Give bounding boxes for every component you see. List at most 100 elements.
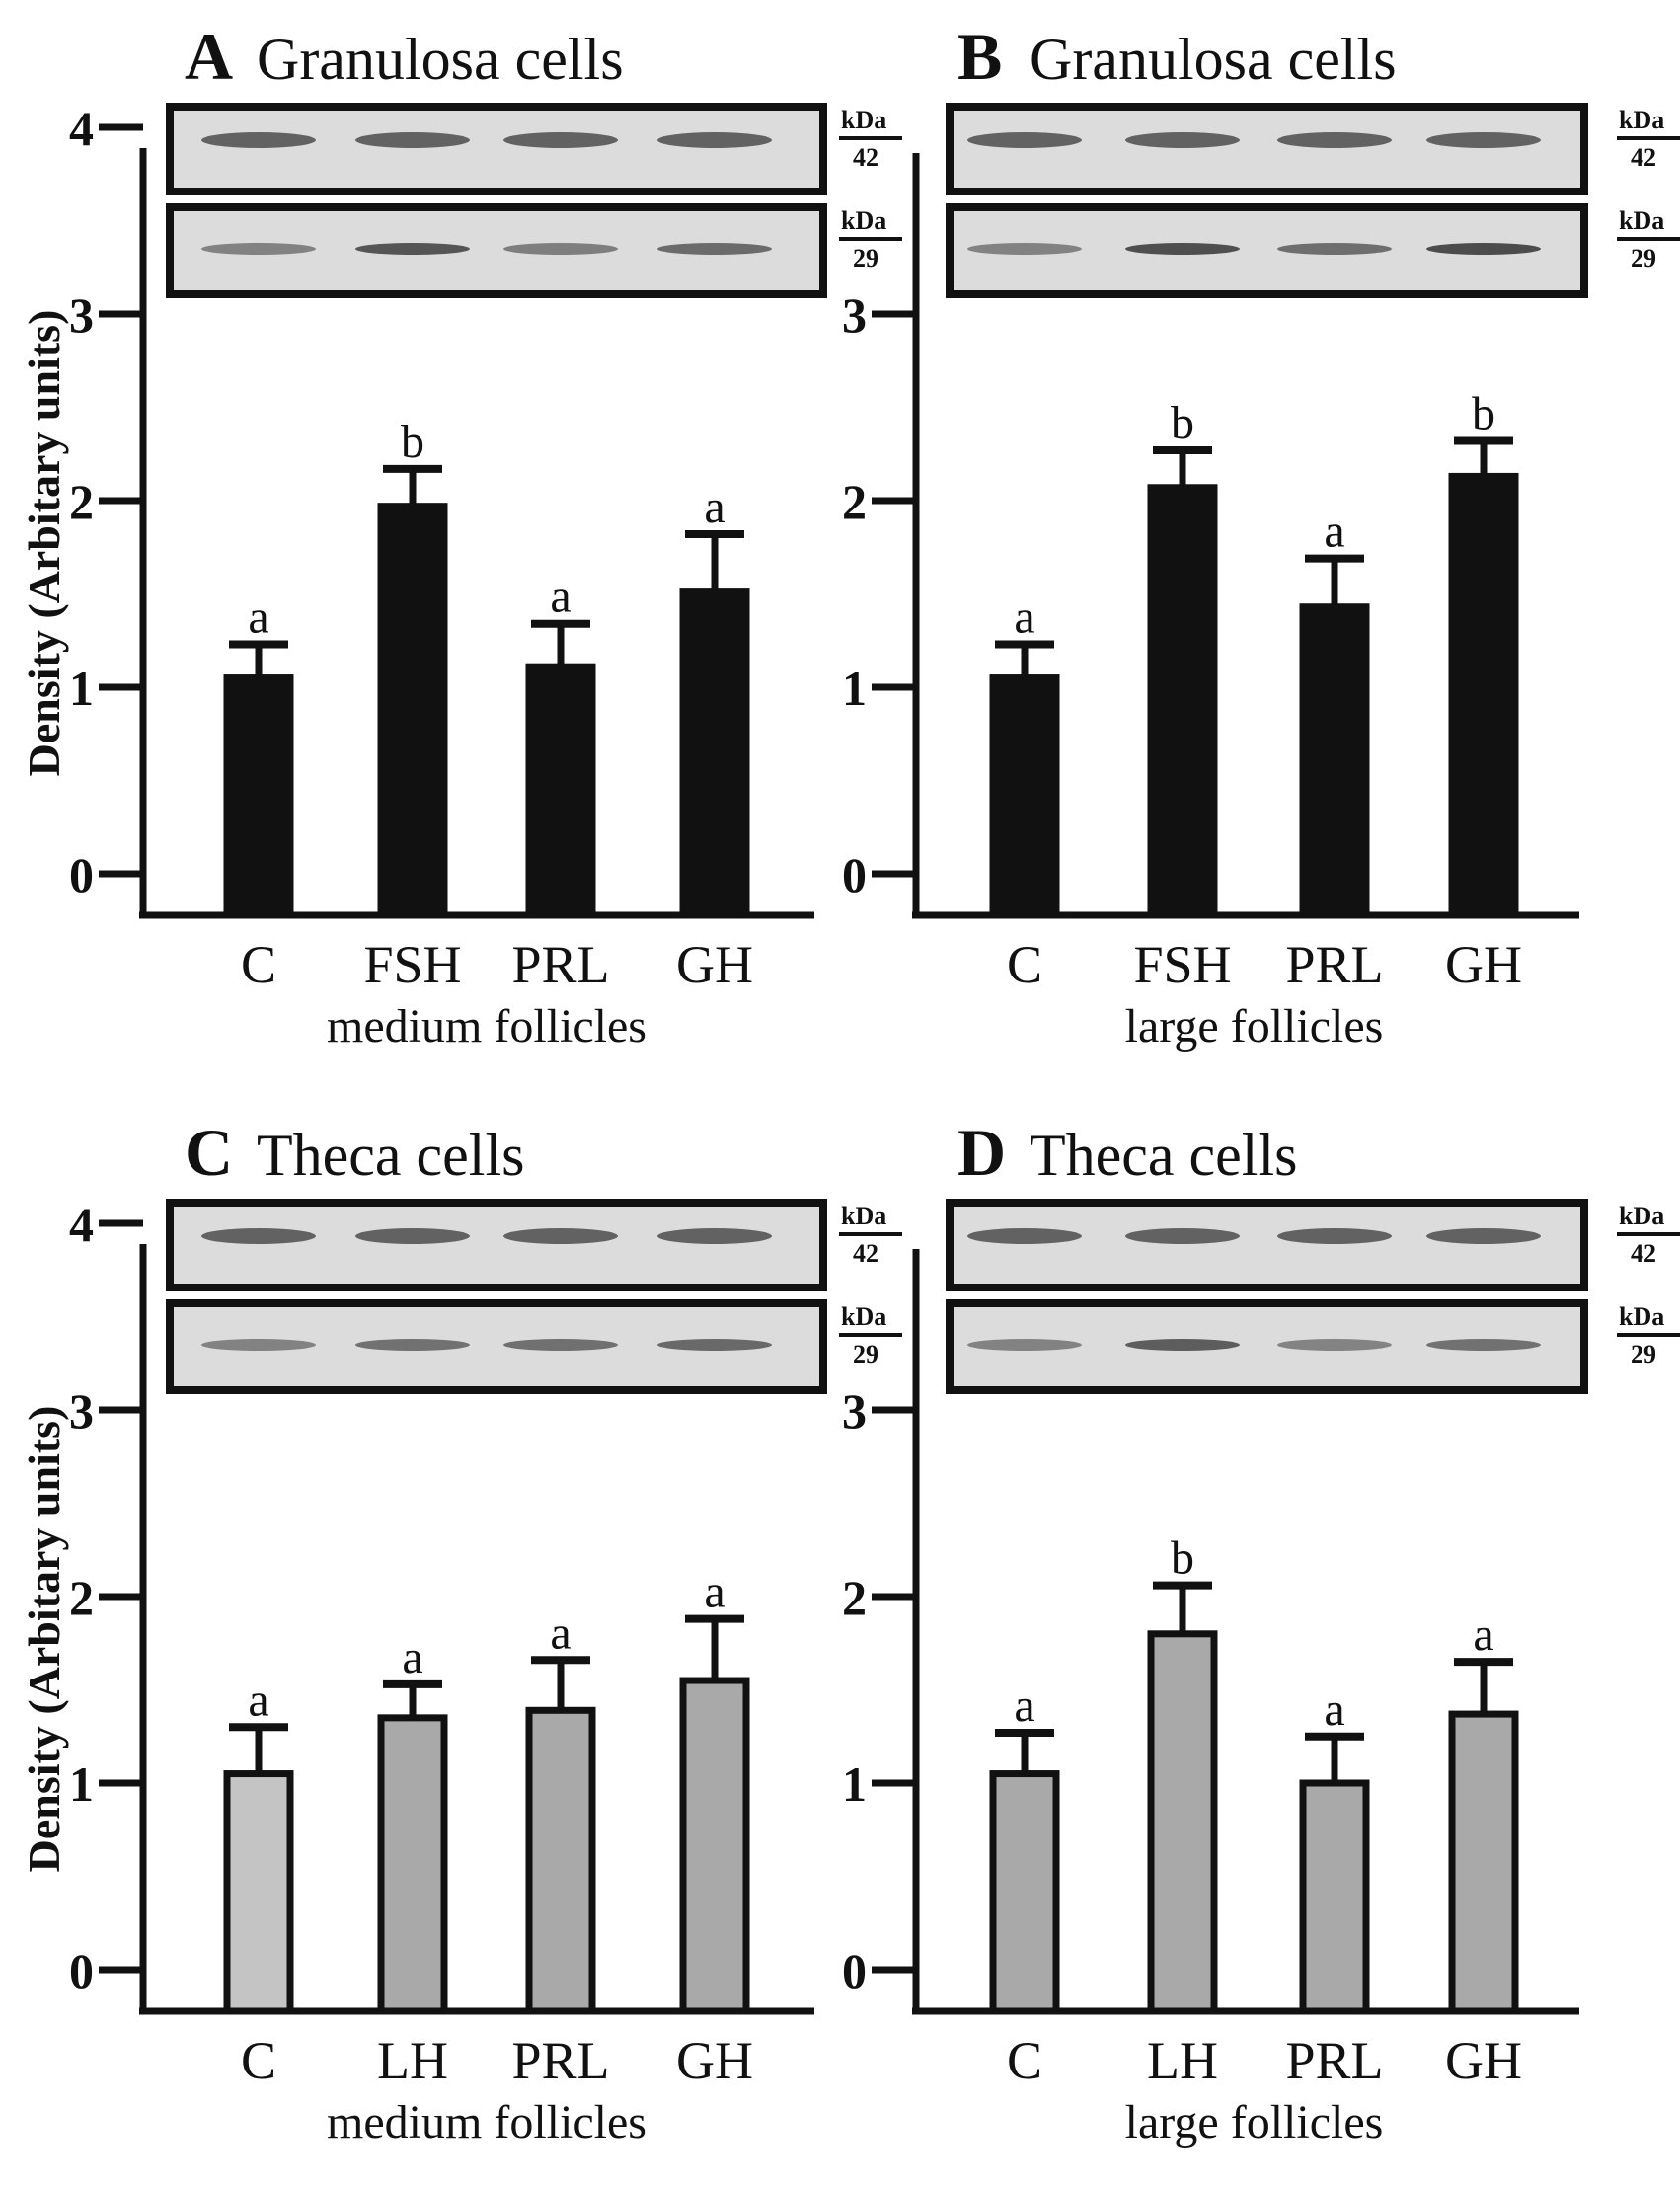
x-axis-label: large follicles (1125, 1000, 1384, 1053)
significance-letter: b (401, 416, 424, 468)
kda-unit-label: kDa (841, 1302, 886, 1331)
panel-title: Theca cells (1030, 1123, 1298, 1188)
y-tick-label: 1 (69, 661, 94, 716)
bar-gh (679, 588, 750, 919)
blot-band (1426, 132, 1541, 148)
blot-band (201, 1339, 316, 1351)
panel-a: A Granulosa cells kDa 42 kDa 29 0 1 2 3 4 a Cb FSH a PR… (69, 19, 902, 1053)
blot-strip-42kda: kDa 42 (166, 1199, 902, 1291)
blot-strip-29kda: kDa 29 (166, 203, 902, 298)
x-axis-label: medium follicles (327, 1000, 647, 1053)
x-axis-label: medium follicles (327, 2096, 647, 2148)
category-label: FSH (1133, 935, 1231, 994)
blot-band (355, 1228, 470, 1244)
blot-band (657, 1339, 772, 1351)
kda-unit-label: kDa (1619, 1202, 1664, 1230)
category-label: C (1007, 935, 1042, 994)
bar-prl (1299, 1779, 1370, 2015)
blot-strip-42kda: kDa 42 (946, 1199, 1680, 1291)
y-axis-label-top: Density (Arbitary units) (19, 310, 69, 777)
y-tick-label: 3 (842, 287, 867, 343)
category-label: LH (377, 2031, 448, 2090)
chart-panels: A Granulosa cellskDa42kDa2901234aCbFSHaPR… (69, 19, 1680, 2148)
blot-frame (946, 1199, 1588, 1291)
kda-unit-label: kDa (841, 1202, 886, 1230)
category-label: PRL (1285, 2031, 1383, 2090)
blot-strip-42kda: kDa 42 (166, 103, 902, 195)
significance-letter: a (704, 1566, 725, 1618)
kda-value-label: 29 (853, 244, 878, 273)
y-tick-label: 4 (69, 101, 94, 156)
panel-b: B Granulosa cells kDa 42 kDa 29 0 1 2 3 a Cb FSH a PRL… (842, 19, 1680, 1053)
kda-value-label: 29 (853, 1340, 878, 1368)
bar-prl (525, 663, 596, 919)
y-tick-label: 4 (69, 1197, 94, 1252)
blot-band (1277, 132, 1392, 148)
panel-letter: D (957, 1115, 1006, 1190)
y-tick-label: 3 (69, 287, 94, 343)
y-tick-label: 2 (69, 474, 94, 529)
bar-prl (1299, 603, 1370, 919)
blot-band (503, 1228, 618, 1244)
category-label: C (241, 935, 276, 994)
significance-letter: a (550, 571, 571, 623)
significance-letter: a (1473, 1608, 1493, 1661)
kda-unit-label: kDa (841, 106, 886, 134)
bar-lh (377, 1714, 448, 2015)
blot-band (967, 1339, 1082, 1351)
panel-title: Granulosa cells (1030, 27, 1397, 92)
panel-d: D Theca cells kDa 42 kDa 29 0 1 2 3 a Cb LH a PRL a GH la… (842, 1115, 1680, 2148)
bar-fsh (1147, 484, 1218, 919)
blot-frame (166, 1199, 827, 1291)
blot-band (657, 243, 772, 255)
blot-band (1125, 1339, 1240, 1351)
y-tick-label: 0 (842, 1943, 867, 1998)
panel-title: Granulosa cells (257, 27, 624, 92)
blot-band (201, 1228, 316, 1244)
y-tick-label: 2 (69, 1570, 94, 1625)
bar-lh (1147, 1630, 1218, 2015)
blot-strip-42kda: kDa 42 (946, 103, 1680, 195)
blot-band (355, 1339, 470, 1351)
bar-c (989, 674, 1060, 919)
kda-value-label: 42 (853, 1239, 878, 1268)
kda-value-label: 42 (1631, 1239, 1656, 1268)
blot-band (503, 243, 618, 255)
bar-gh (679, 1677, 750, 2015)
blot-band (967, 1228, 1082, 1244)
blot-band (657, 132, 772, 148)
kda-unit-label: kDa (1619, 1302, 1664, 1331)
y-tick-label: 1 (842, 1757, 867, 1812)
category-label: FSH (363, 935, 461, 994)
blot-band (503, 1339, 618, 1351)
blot-band (967, 243, 1082, 255)
bar-fsh (377, 503, 448, 919)
bar-c (223, 1770, 294, 2015)
blot-band (1277, 1228, 1392, 1244)
bar-c (989, 1770, 1060, 2015)
bar-c (223, 674, 294, 919)
blot-band (1277, 243, 1392, 255)
y-tick-label: 0 (842, 847, 867, 902)
category-label: PRL (511, 935, 609, 994)
category-label: C (1007, 2031, 1042, 2090)
category-label: PRL (511, 2031, 609, 2090)
blot-band (1125, 243, 1240, 255)
kda-unit-label: kDa (841, 206, 886, 235)
category-label: GH (1445, 935, 1522, 994)
blot-band (201, 132, 316, 148)
blot-band (967, 132, 1082, 148)
significance-letter: a (248, 1674, 268, 1726)
y-tick-label: 1 (842, 661, 867, 716)
x-axis-label: large follicles (1125, 2096, 1384, 2148)
blot-band (355, 132, 470, 148)
blot-strip-29kda: kDa 29 (946, 1299, 1680, 1394)
blot-frame (166, 103, 827, 195)
y-axis-label-bottom: Density (Arbitary units) (19, 1406, 69, 1873)
y-tick-label: 2 (842, 1570, 867, 1625)
category-label: GH (676, 935, 753, 994)
significance-letter: a (402, 1631, 422, 1683)
category-label: GH (1445, 2031, 1522, 2090)
blot-band (355, 243, 470, 255)
